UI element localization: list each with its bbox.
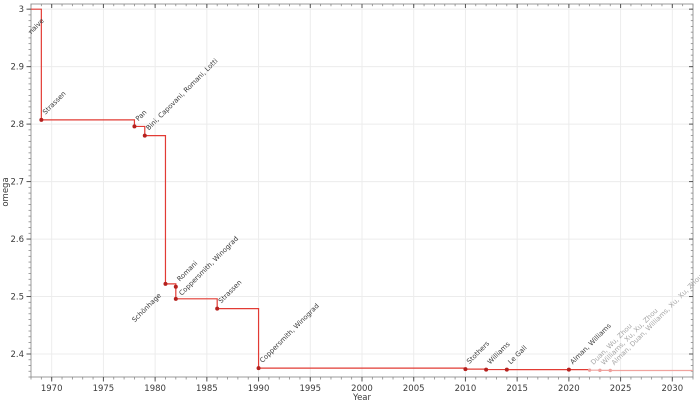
x-tick-label: 2005 bbox=[403, 384, 425, 394]
point-label: Strassen bbox=[217, 278, 244, 305]
x-tick-label: 2010 bbox=[455, 384, 477, 394]
point-label: Williams, Xu, Xu, Zhou bbox=[600, 307, 660, 367]
point-label: Bini, Capovani, Romani, Lotti bbox=[145, 57, 220, 132]
data-points bbox=[39, 117, 612, 373]
point-label: naive bbox=[27, 17, 46, 36]
x-tick-label: 1990 bbox=[248, 384, 270, 394]
y-axis-title: omega bbox=[1, 177, 11, 206]
x-tick-label: 1975 bbox=[93, 384, 115, 394]
data-point bbox=[608, 368, 612, 373]
data-point bbox=[566, 367, 571, 372]
data-point bbox=[39, 117, 44, 122]
x-tick-label: 1995 bbox=[299, 384, 321, 394]
x-tick-label: 2000 bbox=[351, 384, 373, 394]
data-point bbox=[484, 367, 489, 372]
data-point bbox=[463, 367, 468, 372]
data-point bbox=[142, 133, 147, 138]
axis-ticks bbox=[26, 4, 694, 382]
data-point bbox=[598, 368, 602, 373]
y-tick-label: 2.7 bbox=[10, 178, 24, 188]
y-tick-label: 3 bbox=[19, 5, 24, 15]
y-tick-label: 2.6 bbox=[10, 235, 24, 245]
tick-labels: 1970 1975 1980 1985 1990 1995 2000 2005 2010 2015… bbox=[10, 5, 683, 394]
data-point bbox=[256, 366, 261, 371]
data-point bbox=[163, 281, 168, 286]
point-label: Strassen bbox=[41, 90, 68, 117]
point-label: Coppersmith, Winograd bbox=[258, 302, 320, 364]
x-axis-title: Year bbox=[352, 393, 372, 402]
point-label: Alman, Duan, Williams, Xu, Xu, Zhou bbox=[610, 273, 700, 367]
grid-lines bbox=[31, 4, 693, 377]
point-label: Pan bbox=[134, 108, 148, 122]
x-tick-label: 2020 bbox=[558, 384, 580, 394]
x-tick-label: 1985 bbox=[196, 384, 218, 394]
data-point bbox=[173, 296, 178, 301]
x-tick-label: 2015 bbox=[506, 384, 528, 394]
data-point bbox=[504, 367, 509, 372]
y-tick-label: 2.5 bbox=[10, 293, 24, 303]
data-point bbox=[587, 368, 592, 372]
x-tick-label: 2025 bbox=[610, 384, 632, 394]
x-tick-label: 1980 bbox=[144, 384, 166, 394]
y-tick-label: 2.8 bbox=[10, 120, 24, 130]
y-tick-label: 2.4 bbox=[10, 350, 24, 360]
y-tick-label: 2.9 bbox=[10, 63, 24, 73]
omega-step-line-tentative bbox=[588, 369, 693, 372]
x-tick-label: 1970 bbox=[41, 384, 63, 394]
data-point bbox=[215, 306, 220, 311]
data-point bbox=[132, 124, 137, 129]
x-tick-label: 2030 bbox=[661, 384, 683, 394]
data-point bbox=[173, 284, 178, 289]
